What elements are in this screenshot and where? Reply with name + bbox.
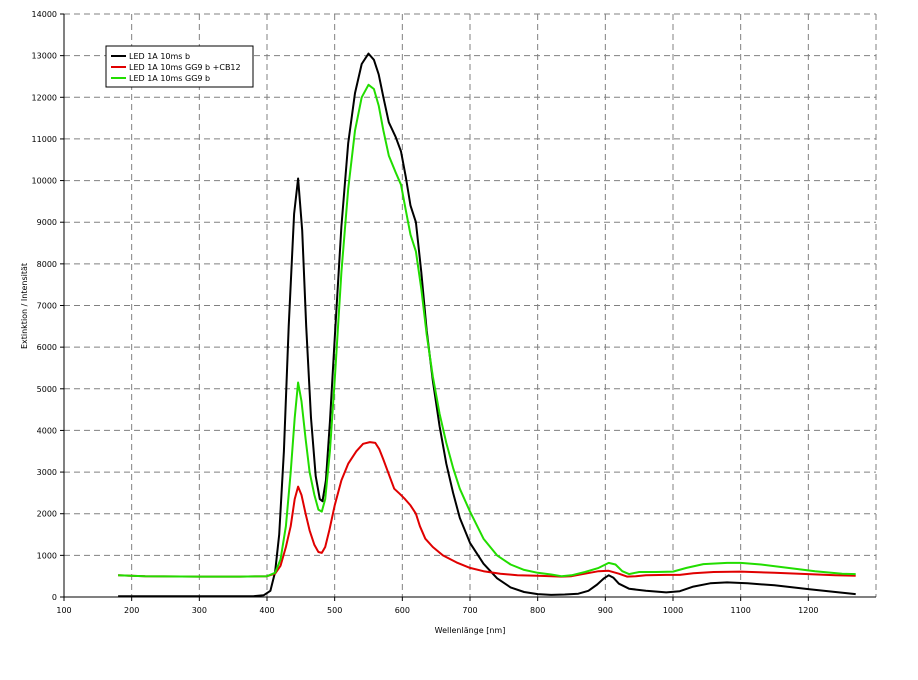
y-tick-label: 10000 [32, 177, 57, 186]
x-tick-label: 100 [56, 606, 71, 615]
y-tick-label: 5000 [37, 385, 57, 394]
x-tick-label: 800 [530, 606, 545, 615]
y-tick-label: 11000 [32, 135, 57, 144]
x-tick-label: 500 [327, 606, 342, 615]
x-tick-label: 1200 [798, 606, 818, 615]
series-line-led-1a-10ms-gg9-b-cb12 [118, 441, 856, 578]
x-tick-label: 400 [259, 606, 274, 615]
y-tick-label: 3000 [37, 468, 57, 477]
legend-label-2: LED 1A 10ms GG9 b [129, 74, 210, 83]
x-axis-title: Wellenlänge [nm] [435, 626, 506, 635]
series-layer [118, 52, 856, 598]
y-tick-label: 12000 [32, 93, 57, 102]
series-line-led-1a-10ms-gg9-b [118, 83, 856, 578]
y-tick-label: 0 [52, 593, 57, 602]
y-tick-label: 14000 [32, 10, 57, 19]
y-tick-label: 2000 [37, 510, 57, 519]
x-tick-label: 600 [395, 606, 410, 615]
x-tick-label: 300 [192, 606, 207, 615]
axes [60, 13, 876, 601]
y-tick-label: 4000 [37, 426, 57, 435]
y-tick-label: 7000 [37, 302, 57, 311]
y-tick-label: 8000 [37, 260, 57, 269]
legend-label-0: LED 1A 10ms b [129, 52, 190, 61]
x-tick-label: 700 [462, 606, 477, 615]
y-tick-label: 1000 [37, 551, 57, 560]
y-tick-label: 13000 [32, 52, 57, 61]
legend-box [105, 45, 254, 88]
x-tick-label: 200 [124, 606, 139, 615]
legend: LED 1A 10ms b LED 1A 10ms GG9 b +CB12 LE… [105, 45, 254, 88]
y-tick-label: 6000 [37, 343, 57, 352]
y-tick-label: 9000 [37, 218, 57, 227]
y-axis-title: Extinktion / Intensität [20, 263, 29, 349]
tick-labels: 100 200 300 400 500 600 700 800 900 1000 1100 12000… [32, 10, 819, 615]
x-tick-label: 1000 [663, 606, 683, 615]
grid-lines [64, 13, 877, 597]
series-line-led-1a-10ms-b [118, 52, 856, 598]
legend-label-1: LED 1A 10ms GG9 b +CB12 [129, 63, 241, 72]
x-tick-label: 1100 [730, 606, 750, 615]
x-tick-label: 900 [598, 606, 613, 615]
